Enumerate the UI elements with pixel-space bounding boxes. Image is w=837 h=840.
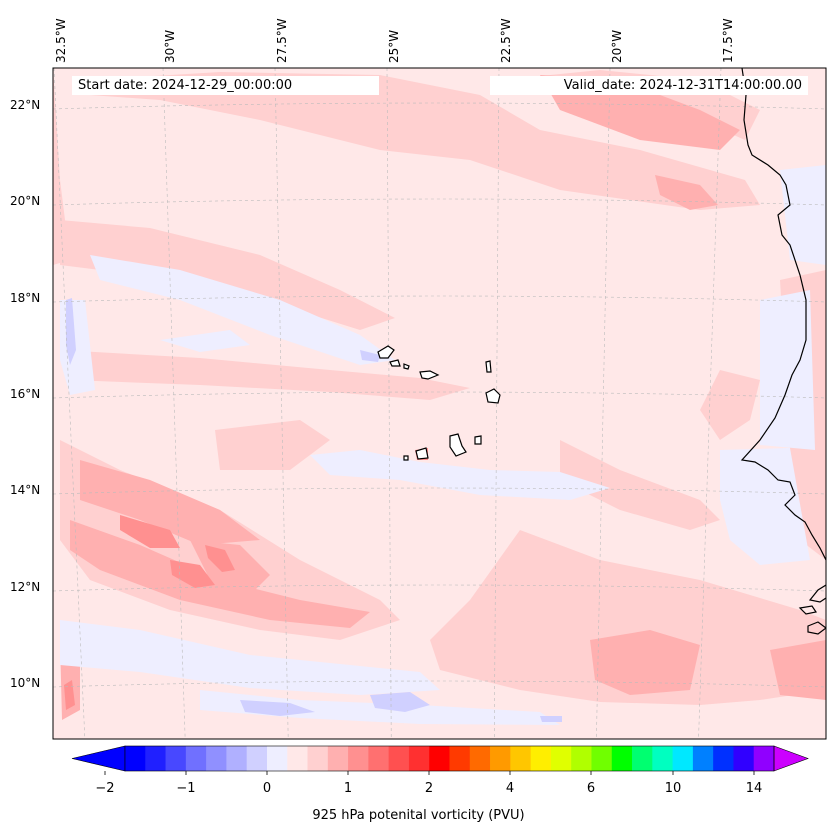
colorbar-swatch bbox=[550, 746, 572, 771]
colorbar-tick-label: 14 bbox=[745, 781, 763, 796]
colorbar-swatch bbox=[591, 746, 613, 771]
colorbar-swatch bbox=[429, 746, 450, 771]
meridian-line bbox=[698, 68, 722, 739]
colorbar-frame bbox=[124, 745, 775, 772]
colorbar-under-arrow bbox=[71, 745, 126, 772]
colorbar bbox=[71, 745, 809, 775]
pv-medium-red-bands bbox=[60, 75, 826, 720]
colorbar-swatch bbox=[368, 746, 390, 771]
colorbar-swatch bbox=[408, 746, 430, 771]
colorbar-tick-label: 1 bbox=[343, 781, 353, 796]
parallel-line bbox=[53, 102, 826, 110]
parallel-line bbox=[53, 584, 826, 592]
colorbar-tick-label: 0 bbox=[262, 781, 272, 796]
map-frame bbox=[52, 67, 827, 740]
colorbar-swatch bbox=[348, 746, 369, 771]
lat-label-20n: 20°N bbox=[10, 194, 41, 208]
colorbar-swatch bbox=[713, 746, 734, 771]
lon-label-32-5w: 32.5°W bbox=[54, 18, 68, 63]
colorbar-swatch bbox=[246, 746, 268, 771]
colorbar-swatch bbox=[490, 746, 511, 771]
colorbar-swatch bbox=[571, 746, 592, 771]
colorbar-swatch bbox=[165, 746, 187, 771]
lat-label-10n: 10°N bbox=[10, 676, 41, 690]
meridian-line bbox=[596, 68, 611, 739]
lat-label-16n: 16°N bbox=[10, 387, 41, 401]
colorbar-tick-label: 6 bbox=[586, 781, 596, 796]
lat-label-22n: 22°N bbox=[10, 98, 41, 112]
lon-label-27-5w: 27.5°W bbox=[275, 18, 289, 63]
colorbar-swatch bbox=[206, 746, 227, 771]
colorbar-tick-label: 2 bbox=[424, 781, 434, 796]
colorbar-swatch bbox=[125, 746, 146, 771]
start-date-label: Start date: 2024-12-29_00:00:00 bbox=[72, 76, 379, 95]
parallel-line bbox=[53, 487, 826, 495]
lat-label-18n: 18°N bbox=[10, 291, 41, 305]
meridian-line bbox=[493, 68, 500, 739]
parallel-line bbox=[53, 295, 826, 303]
meridian-line bbox=[162, 68, 186, 739]
colorbar-swatch bbox=[692, 746, 714, 771]
colorbar-swatch bbox=[530, 746, 552, 771]
colorbar-swatch bbox=[145, 746, 166, 771]
colorbar-swatch bbox=[226, 746, 248, 771]
colorbar-title: 925 hPa potenital vorticity (PVU) bbox=[312, 808, 525, 823]
colorbar-swatch bbox=[287, 746, 308, 771]
colorbar-tick-label: 4 bbox=[505, 781, 515, 796]
colorbar-tick-label: −1 bbox=[176, 781, 196, 796]
colorbar-swatch bbox=[632, 746, 653, 771]
colorbar-swatch bbox=[185, 746, 207, 771]
lon-label-25w: 25°W bbox=[387, 29, 401, 63]
lon-label-30w: 30°W bbox=[163, 29, 177, 63]
meridian-line bbox=[53, 68, 86, 739]
colorbar-swatch bbox=[266, 746, 288, 771]
lon-label-20w: 20°W bbox=[610, 29, 624, 63]
lon-label-22-5w: 22.5°W bbox=[499, 18, 513, 63]
colorbar-swatch bbox=[611, 746, 633, 771]
colorbar-swatch bbox=[327, 746, 349, 771]
colorbar-swatch bbox=[733, 746, 755, 771]
colorbar-swatch bbox=[652, 746, 673, 771]
lon-label-17-5w: 17.5°W bbox=[721, 18, 735, 63]
colorbar-swatch bbox=[469, 746, 491, 771]
cape-verde-islands bbox=[377, 345, 501, 461]
meridian-line bbox=[274, 68, 289, 739]
pv-blue-patches bbox=[66, 298, 562, 722]
valid-date-label: Valid_date: 2024-12-31T14:00:00.00 bbox=[490, 76, 808, 95]
colorbar-swatch bbox=[449, 746, 471, 771]
pv-light-blue-patches bbox=[60, 165, 826, 725]
colorbar-swatch bbox=[510, 746, 532, 771]
graticule bbox=[53, 68, 826, 739]
colorbar-swatch bbox=[672, 746, 694, 771]
colorbar-tick-label: 10 bbox=[664, 781, 682, 796]
lat-label-12n: 12°N bbox=[10, 580, 41, 594]
lat-label-14n: 14°N bbox=[10, 483, 41, 497]
colorbar-swatch bbox=[307, 746, 329, 771]
meridian-line bbox=[386, 68, 392, 739]
colorbar-tick-label: −2 bbox=[95, 781, 115, 796]
colorbar-swatch bbox=[388, 746, 410, 771]
coastline-africa bbox=[740, 68, 826, 635]
parallel-line bbox=[53, 680, 826, 688]
parallel-line bbox=[53, 391, 826, 399]
colorbar-swatch bbox=[753, 746, 775, 771]
colorbar-over-arrow bbox=[773, 745, 809, 772]
parallel-line bbox=[53, 198, 826, 206]
